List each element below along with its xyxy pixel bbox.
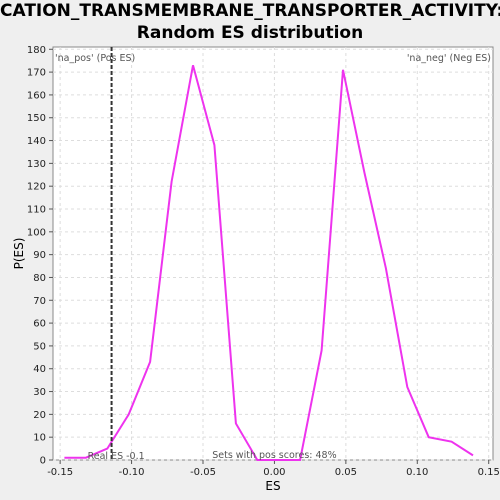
x-tick-label: -0.15 xyxy=(47,467,73,478)
y-tick-label: 50 xyxy=(33,341,46,352)
y-tick-label: 60 xyxy=(33,319,46,330)
y-axis-label: P(ES) xyxy=(12,238,26,270)
y-tick-label: 10 xyxy=(33,433,46,444)
y-tick-label: 110 xyxy=(27,205,46,216)
y-tick-label: 150 xyxy=(27,113,46,124)
pos-label: 'na_pos' (Pos ES) xyxy=(55,53,135,64)
x-tick-label: 0.05 xyxy=(335,467,357,478)
y-tick-label: 40 xyxy=(33,364,46,375)
y-tick-label: 70 xyxy=(33,296,46,307)
chart-title-line1: CATION_TRANSMEMBRANE_TRANSPORTER_ACTIVIT… xyxy=(0,1,500,21)
y-tick-label: 0 xyxy=(40,456,46,467)
y-tick-label: 30 xyxy=(33,387,46,398)
chart-title: CATION_TRANSMEMBRANE_TRANSPORTER_ACTIVIT… xyxy=(0,0,500,44)
x-tick-label: -0.10 xyxy=(119,467,145,478)
y-tick-label: 20 xyxy=(33,410,46,421)
x-tick-label: -0.05 xyxy=(190,467,216,478)
y-tick-label: 170 xyxy=(27,68,46,79)
pos-scores-label: Sets with pos scores: 48% xyxy=(212,450,336,461)
x-tick-label: 0.00 xyxy=(263,467,285,478)
y-tick-label: 80 xyxy=(33,273,46,284)
chart-title-line2: Random ES distribution xyxy=(136,23,364,43)
y-tick-label: 90 xyxy=(33,250,46,261)
series-line xyxy=(64,65,474,461)
y-tick-label: 140 xyxy=(27,136,46,147)
y-tick-label: 160 xyxy=(27,90,46,101)
x-axis-label: ES xyxy=(265,479,280,493)
y-axis: 0 10 20 30 40 50 60 70 80 90 100 110 120 130 140 150 160… xyxy=(27,45,53,467)
real-es-label: Real ES -0.1 xyxy=(88,451,145,462)
y-tick-label: 100 xyxy=(27,227,46,238)
y-tick-label: 120 xyxy=(27,182,46,193)
y-tick-label: 130 xyxy=(27,159,46,170)
neg-label: 'na_neg' (Neg ES) xyxy=(407,53,491,64)
x-tick-label: 0.15 xyxy=(478,467,500,478)
x-tick-label: 0.10 xyxy=(406,467,428,478)
x-axis: -0.15 -0.10 -0.05 0.00 0.05 0.10 0.15 xyxy=(47,460,500,478)
y-tick-label: 180 xyxy=(27,45,46,56)
plot-area xyxy=(52,46,494,461)
